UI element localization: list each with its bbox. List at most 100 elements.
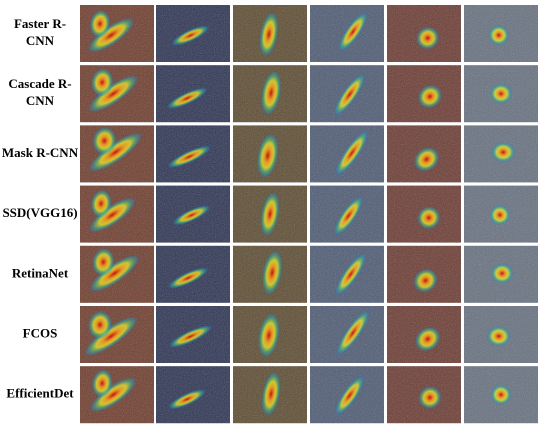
heatmap-blob [414, 326, 441, 352]
heatmap-blob [256, 133, 279, 179]
heatmap-image [387, 306, 461, 363]
heatmap-blob [91, 369, 113, 398]
heatmap-image [156, 185, 230, 243]
row-label: EfficientDet [6, 386, 74, 401]
heatmap-image [233, 185, 307, 243]
heatmap-blob [488, 24, 510, 46]
heatmap-image [80, 306, 154, 363]
heatmap-blob [88, 254, 140, 293]
heatmap-blob [334, 252, 367, 296]
row-label: CNN [26, 93, 55, 108]
heatmap-blob [259, 11, 279, 57]
heatmap-image [464, 306, 538, 363]
heatmap-image [387, 245, 461, 303]
heatmap-blob [89, 9, 111, 38]
heatmap-image [387, 5, 461, 62]
heatmap-image [464, 185, 538, 243]
heatmap-image [156, 65, 230, 123]
heatmap-blob [90, 68, 114, 97]
heatmap-image [310, 245, 384, 303]
heatmap-blob [333, 196, 364, 236]
heatmap-blob [258, 312, 280, 358]
heatmap-image [310, 5, 384, 62]
heatmap-blob [261, 371, 281, 417]
heatmap-image [156, 125, 230, 183]
heatmap-image [464, 125, 538, 183]
heatmap-image [233, 5, 307, 62]
heatmap-blob [92, 126, 117, 155]
heatmap-blob [261, 250, 283, 296]
heatmap-image [156, 245, 230, 303]
heatmap-blob [417, 84, 443, 109]
heatmap-image [233, 125, 307, 183]
heatmap-image [310, 65, 384, 123]
heatmap-blob [491, 141, 516, 163]
heatmap-image [310, 366, 384, 424]
heatmap-image [80, 65, 154, 123]
heatmap-blob [489, 83, 513, 104]
heatmap-blob [260, 70, 282, 116]
heatmap-blob [89, 376, 137, 413]
heatmap-image [464, 245, 538, 303]
heatmap-blob [416, 26, 440, 50]
heatmap-image [80, 125, 154, 183]
heatmap-image [80, 5, 154, 62]
heatmap-image [156, 5, 230, 62]
heatmap-blob [418, 385, 442, 410]
heatmap-blob [92, 247, 115, 277]
heatmap-image [387, 65, 461, 123]
heatmap-image [310, 125, 384, 183]
heatmap-image [80, 366, 154, 424]
heatmap-blob [83, 316, 139, 357]
heatmap-image [387, 366, 461, 424]
row-label: FCOS [23, 325, 58, 340]
heatmap-image [80, 185, 154, 243]
heatmap-blob [413, 146, 440, 172]
heatmap-image [464, 5, 538, 62]
heatmap-blob [490, 263, 514, 284]
heatmap-image [310, 306, 384, 363]
heatmap-image [156, 366, 230, 424]
heatmap-image [464, 366, 538, 424]
heatmap-blob [87, 74, 139, 113]
heatmap-blob [167, 267, 209, 289]
heatmap-image [233, 65, 307, 123]
heatmap-blob [335, 130, 369, 176]
heatmap-blob [417, 206, 441, 230]
heatmap-blob [334, 375, 365, 416]
heatmap-image [387, 185, 461, 243]
heatmap-blob [88, 197, 136, 233]
heatmap-blob [166, 87, 208, 110]
heatmap-image [80, 245, 154, 303]
heatmap-blob [489, 204, 511, 226]
heatmap-image [156, 306, 230, 363]
heatmap-blob [172, 205, 211, 226]
heatmap-blob [333, 73, 366, 116]
heatmap-blob [336, 309, 370, 356]
row-label: Cascade R- [8, 76, 71, 91]
heatmap-image [233, 366, 307, 424]
heatmap-image [464, 65, 538, 123]
heatmap-blob [168, 389, 207, 410]
heatmap-blob [168, 325, 213, 348]
row-label: SSD(VGG16) [2, 205, 77, 220]
row-label: Mask R-CNN [2, 145, 79, 160]
heatmap-blob [486, 325, 511, 347]
heatmap-image [310, 185, 384, 243]
heatmap-blob [90, 189, 112, 218]
heatmap-blob [87, 310, 113, 339]
heatmap-blob [88, 132, 143, 173]
heatmap-blob [260, 191, 280, 237]
heatmap-image [233, 245, 307, 303]
heatmap-blob [413, 268, 438, 293]
heatmap-image [233, 306, 307, 363]
heatmap-blob [167, 145, 212, 169]
row-label: RetinaNet [12, 265, 69, 280]
heatmap-blob [87, 17, 135, 53]
heatmap-blob [171, 25, 210, 46]
heatmap-image [387, 125, 461, 183]
row-label: CNN [26, 33, 55, 48]
heatmap-blob [338, 11, 368, 52]
heatmap-blob [490, 384, 512, 405]
